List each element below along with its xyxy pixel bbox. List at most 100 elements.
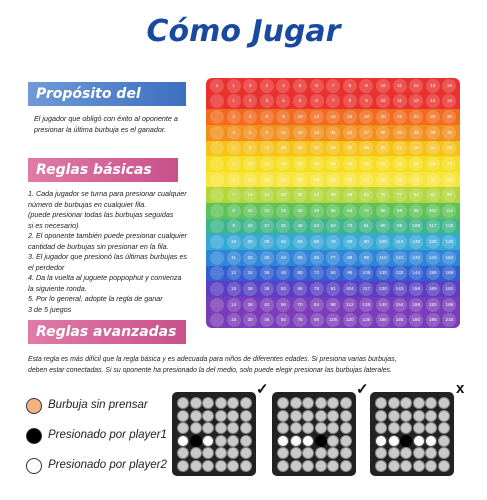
board-bubble: 165 bbox=[392, 313, 407, 328]
board-bubble: 27 bbox=[259, 219, 274, 234]
board-bubble: 210 bbox=[442, 313, 457, 328]
board-bubble: 48 bbox=[309, 203, 324, 218]
example-board-1 bbox=[172, 392, 256, 476]
mini-bubble bbox=[327, 397, 340, 409]
mini-bubble bbox=[289, 447, 302, 460]
board-bubble: 77 bbox=[392, 188, 407, 203]
unpressed-bubble-icon bbox=[26, 398, 42, 414]
board-bubble: 7 bbox=[226, 188, 241, 203]
board-bubble bbox=[210, 188, 224, 203]
mini-bubble bbox=[400, 434, 413, 447]
board-bubble: 11 bbox=[392, 94, 407, 109]
mini-bubble bbox=[202, 447, 215, 460]
mini-bubble bbox=[189, 434, 202, 447]
mini-bubble bbox=[177, 397, 189, 409]
board-bubble: 77 bbox=[326, 250, 341, 265]
legend-label: Burbuja sin prensar bbox=[48, 399, 148, 411]
basic-rule-line: la siguiente ronda. bbox=[28, 283, 87, 293]
board-bubble: 130 bbox=[376, 281, 390, 296]
board-bubble: 156 bbox=[425, 266, 440, 281]
board-bubble: 54 bbox=[309, 219, 324, 234]
board-row: 8 16 24 32 40 48 56 64 72 80 88 96 104 112 bbox=[206, 203, 460, 219]
basic-rule-line: 4. Da la vuelta al juguete poppophut y c… bbox=[28, 273, 182, 282]
purpose-line: El jugador que obligó con éxito al opone… bbox=[34, 114, 178, 123]
board-bubble: 154 bbox=[392, 297, 407, 312]
board-bubble: 11 bbox=[226, 250, 241, 265]
board-bubble: 108 bbox=[409, 219, 424, 234]
mini-bubble bbox=[412, 409, 425, 422]
mini-bubble bbox=[425, 422, 438, 435]
board-bubble: 24 bbox=[259, 203, 274, 218]
purpose-text: El jugador que obligó con éxito al opone… bbox=[34, 114, 178, 135]
board-bubble: 60 bbox=[309, 235, 324, 250]
mini-bubble bbox=[202, 409, 215, 422]
mini-bubble bbox=[214, 434, 227, 447]
board-bubble: 18 bbox=[309, 125, 324, 140]
board-bubble: 13 bbox=[425, 78, 440, 93]
board-bubble: 169 bbox=[425, 281, 440, 296]
board-bubble: 12 bbox=[409, 94, 424, 109]
mini-bubble bbox=[400, 447, 413, 460]
board-bubble bbox=[210, 297, 224, 312]
mini-bubble bbox=[177, 409, 189, 422]
board-bubble: 130 bbox=[425, 235, 440, 250]
mini-bubble bbox=[375, 397, 387, 409]
mini-bubble bbox=[314, 447, 327, 460]
mini-bubble bbox=[302, 409, 315, 422]
mini-bubble bbox=[327, 447, 340, 460]
mini-bubble bbox=[277, 460, 289, 472]
board-bubble: 25 bbox=[293, 156, 307, 171]
board-bubble: 12 bbox=[243, 172, 258, 187]
board-bubble: 56 bbox=[442, 141, 457, 156]
board-bubble: 182 bbox=[425, 297, 440, 312]
board-bubble: 132 bbox=[409, 250, 424, 265]
board-bubble: 104 bbox=[342, 281, 357, 296]
board-bubble: 63 bbox=[326, 219, 341, 234]
board-bubble: 36 bbox=[359, 141, 374, 156]
board-bubble bbox=[210, 219, 224, 234]
board-bubble: 81 bbox=[359, 219, 374, 234]
mini-bubble bbox=[302, 447, 315, 460]
board-bubble: 2 bbox=[226, 110, 241, 125]
mini-bubble bbox=[240, 447, 252, 460]
mini-bubble bbox=[202, 460, 215, 472]
mini-bubble bbox=[202, 397, 215, 409]
mini-bubble bbox=[277, 397, 289, 409]
board-bubble: 72 bbox=[409, 172, 424, 187]
board-bubble: 42 bbox=[309, 188, 324, 203]
mini-bubble bbox=[302, 422, 315, 435]
board-bubble: 8 bbox=[276, 110, 291, 125]
board-bubble bbox=[210, 141, 224, 156]
board-bubble: 132 bbox=[392, 266, 407, 281]
board-bubble: 168 bbox=[409, 297, 424, 312]
board-bubble: 90 bbox=[376, 219, 390, 234]
board-bubble: 55 bbox=[392, 156, 407, 171]
board-bubble: 16 bbox=[243, 203, 258, 218]
board-bubble: 49 bbox=[326, 188, 341, 203]
board-bubble bbox=[210, 266, 224, 281]
board-bubble: 36 bbox=[276, 219, 291, 234]
mini-bubble bbox=[412, 434, 425, 447]
board-bubble: 70 bbox=[376, 188, 390, 203]
board-bubble: 66 bbox=[392, 172, 407, 187]
board-row: 15 30 45 60 75 90 105 120 135 150 165 180 195 210 bbox=[206, 312, 460, 328]
board-bubble: 80 bbox=[342, 235, 357, 250]
mini-bubble bbox=[340, 447, 352, 460]
basic-rule-line: si es necesario) bbox=[28, 220, 79, 230]
basic-rule-line: 1. Cada jugador se turna para presionar … bbox=[28, 189, 187, 198]
mini-bubble bbox=[327, 434, 340, 447]
board-bubble: 8 bbox=[342, 94, 357, 109]
board-bubble: 40 bbox=[293, 203, 307, 218]
mini-bubble bbox=[387, 434, 400, 447]
mini-bubble bbox=[387, 460, 400, 472]
mini-bubble bbox=[227, 434, 240, 447]
board-row: 5 10 15 20 25 30 35 40 45 50 55 60 65 70 bbox=[206, 156, 460, 172]
basic-rules-text: 1. Cada jugador se turna para presionar … bbox=[28, 189, 187, 315]
board-bubble: 8 bbox=[243, 141, 258, 156]
board-bubble: 15 bbox=[259, 156, 274, 171]
board-bubble: 45 bbox=[359, 156, 374, 171]
board-bubble: 70 bbox=[442, 156, 457, 171]
legend-label: Presionado por player1 bbox=[48, 429, 167, 441]
purpose-line: presionar la última burbuja es el ganado… bbox=[34, 124, 166, 134]
mini-bubble bbox=[425, 447, 438, 460]
